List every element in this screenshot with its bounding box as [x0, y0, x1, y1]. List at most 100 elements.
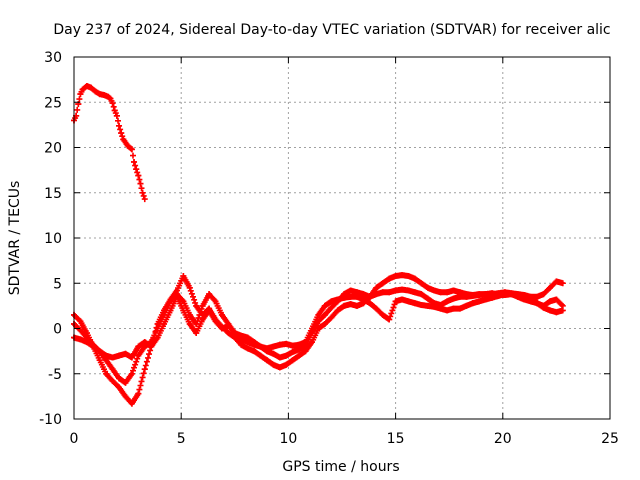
- data-point: [77, 336, 84, 343]
- x-tick-label: 15: [387, 431, 405, 447]
- data-point: [450, 287, 457, 294]
- data-point: [431, 303, 438, 310]
- data-point: [199, 302, 206, 309]
- data-point: [360, 291, 367, 298]
- data-point: [154, 334, 161, 341]
- data-point: [124, 142, 131, 149]
- data-point: [167, 307, 174, 314]
- data-point: [244, 334, 251, 341]
- data-point: [225, 322, 232, 329]
- data-point: [386, 316, 393, 323]
- data-point: [133, 166, 140, 173]
- data-point: [289, 342, 296, 349]
- data-point: [424, 295, 431, 302]
- data-point: [476, 292, 483, 299]
- data-point: [141, 366, 148, 373]
- axis-ticks: 0 5 10 15 20 25 -10 -5 0 5 10 15 20 25 30: [39, 50, 619, 447]
- data-point: [122, 393, 129, 400]
- data-point: [328, 304, 335, 311]
- data-point: [559, 280, 566, 287]
- data-point: [534, 293, 541, 300]
- data-point: [141, 196, 148, 203]
- data-point: [321, 320, 328, 327]
- data-point: [107, 95, 114, 102]
- data-point: [186, 320, 193, 327]
- data-point: [553, 309, 560, 316]
- data-point: [296, 341, 303, 348]
- data-point: [386, 289, 393, 296]
- data-point: [392, 298, 399, 305]
- data-point: [373, 305, 380, 312]
- data-point: [116, 122, 123, 129]
- data-point: [135, 352, 142, 359]
- x-tick-label: 0: [70, 431, 79, 447]
- data-point: [373, 291, 380, 298]
- data-point: [96, 91, 103, 98]
- y-tick-label: 15: [44, 186, 62, 202]
- data-point: [238, 341, 245, 348]
- data-point: [411, 300, 418, 307]
- data-point: [270, 350, 277, 357]
- data-point: [411, 289, 418, 296]
- data-point: [456, 305, 463, 312]
- data-point: [206, 291, 213, 298]
- data-point: [218, 311, 225, 318]
- data-point: [469, 300, 476, 307]
- data-point: [88, 84, 95, 91]
- y-tick-label: 25: [44, 95, 62, 111]
- data-point: [508, 291, 515, 298]
- data-point: [276, 341, 283, 348]
- data-point: [450, 295, 457, 302]
- data-point: [418, 291, 425, 298]
- y-tick-label: 0: [53, 322, 62, 338]
- data-point: [122, 350, 129, 357]
- data-point: [424, 284, 431, 291]
- data-point: [148, 343, 155, 350]
- data-point: [444, 298, 451, 305]
- data-point: [482, 296, 489, 303]
- data-point: [553, 296, 560, 303]
- data-point: [482, 291, 489, 298]
- data-point: [437, 289, 444, 296]
- data-point: [212, 318, 219, 325]
- data-point: [405, 273, 412, 280]
- data-point: [411, 275, 418, 282]
- x-tick-label: 25: [601, 431, 619, 447]
- data-point: [212, 298, 219, 305]
- data-point: [489, 294, 496, 301]
- data-point: [109, 377, 116, 384]
- y-axis-label: SDTVAR / TECUs: [7, 181, 23, 296]
- data-point: [79, 86, 86, 93]
- data-point: [120, 136, 127, 143]
- data-point: [308, 325, 315, 332]
- data-point: [379, 280, 386, 287]
- data-point: [463, 302, 470, 309]
- data-point: [231, 330, 238, 337]
- data-point: [263, 345, 270, 352]
- data-point: [96, 348, 103, 355]
- data-point: [366, 293, 373, 300]
- data-point: [366, 300, 373, 307]
- data-point: [128, 354, 135, 361]
- data-point: [257, 343, 264, 350]
- data-point: [302, 339, 309, 346]
- y-tick-label: 30: [44, 50, 62, 66]
- data-point: [270, 361, 277, 368]
- data-point: [399, 272, 406, 279]
- data-point: [315, 311, 322, 318]
- y-tick-label: -5: [48, 367, 62, 383]
- data-point: [141, 339, 148, 346]
- data-point: [559, 307, 566, 314]
- data-point: [456, 293, 463, 300]
- data-point: [418, 280, 425, 287]
- data-point: [92, 88, 99, 95]
- data-point: [418, 301, 425, 308]
- data-point: [360, 296, 367, 303]
- data-point: [83, 82, 90, 89]
- x-tick-label: 5: [177, 431, 186, 447]
- data-point: [283, 361, 290, 368]
- data-point: [135, 172, 142, 179]
- data-point: [328, 314, 335, 321]
- data-point: [116, 352, 123, 359]
- data-point: [379, 311, 386, 318]
